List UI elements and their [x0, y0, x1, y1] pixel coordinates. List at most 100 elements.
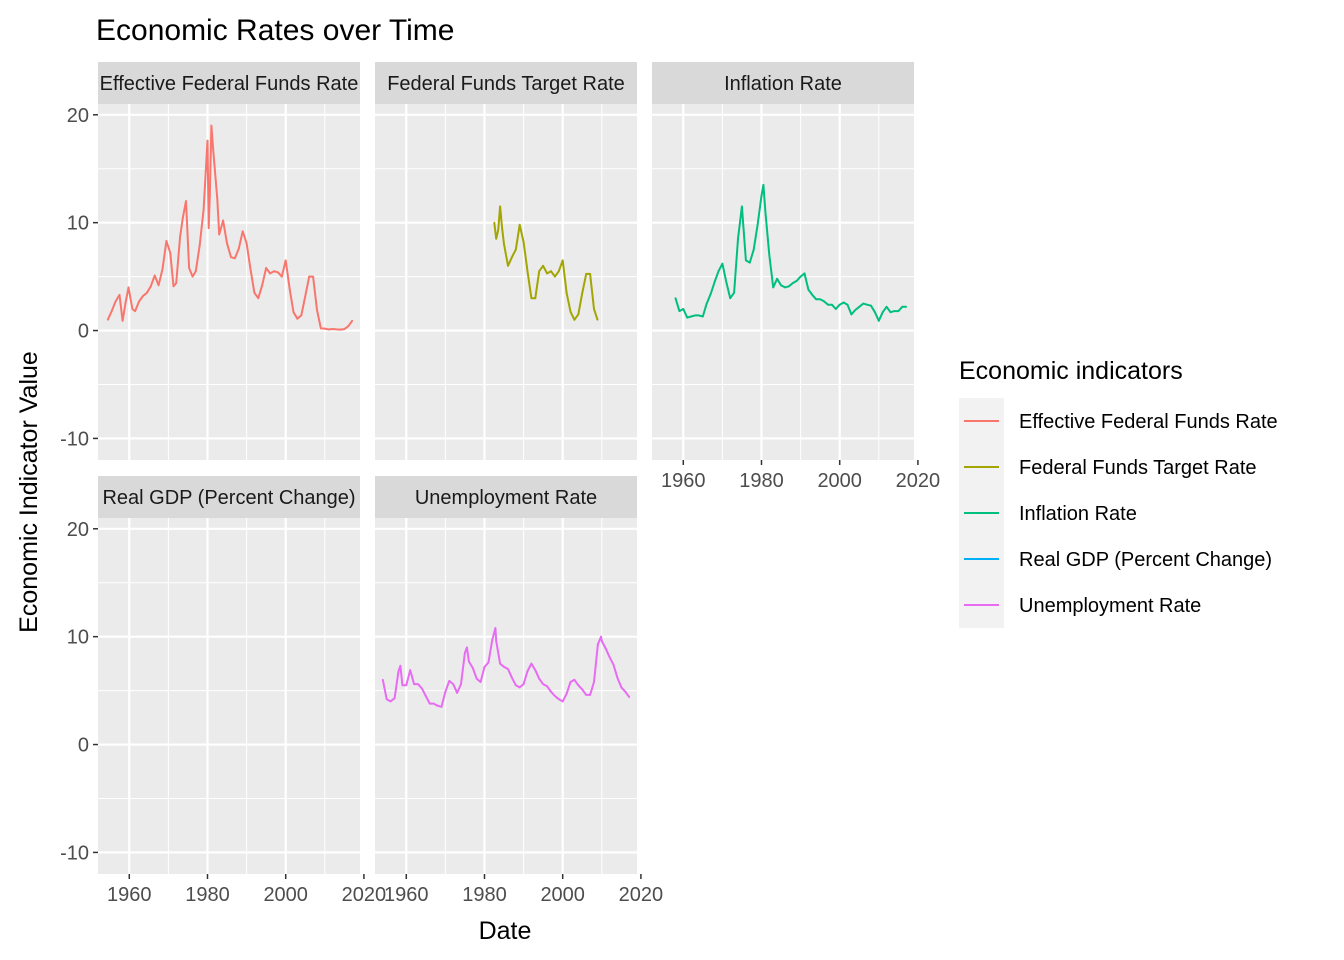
data-point	[110, 310, 113, 312]
legend-item: Real GDP (Percent Change)	[959, 536, 1272, 582]
data-point	[257, 297, 260, 300]
panel: Effective Federal Funds Rate -10 0 10 20	[60, 62, 360, 460]
data-point	[834, 308, 837, 310]
data-point	[569, 310, 572, 313]
data-point	[581, 688, 584, 691]
panel-background	[98, 518, 360, 874]
data-point	[339, 328, 342, 331]
data-point	[138, 300, 141, 303]
data-point	[776, 277, 778, 280]
data-point	[593, 681, 595, 683]
data-point	[573, 318, 576, 321]
data-point	[569, 681, 572, 683]
data-point	[460, 683, 462, 685]
legend-label: Real GDP (Percent Change)	[1019, 549, 1272, 571]
data-point	[499, 662, 501, 665]
data-point	[701, 315, 704, 318]
data-point	[795, 280, 798, 282]
data-point	[874, 311, 876, 314]
data-point	[565, 692, 568, 695]
y-tick-label: -10	[60, 428, 89, 450]
data-point	[811, 294, 814, 296]
data-point	[118, 294, 121, 296]
data-point	[269, 272, 271, 275]
data-point	[479, 681, 482, 683]
data-point	[185, 200, 187, 203]
data-point	[850, 313, 853, 316]
data-point	[202, 208, 205, 211]
data-point	[889, 311, 892, 314]
data-point	[127, 286, 130, 289]
data-point	[323, 327, 326, 330]
data-point	[698, 314, 700, 317]
data-point	[854, 309, 857, 311]
data-point	[608, 656, 611, 659]
data-point	[261, 284, 264, 287]
data-point	[106, 318, 109, 321]
legend-label: Federal Funds Target Rate	[1019, 457, 1257, 479]
data-point	[351, 319, 354, 322]
data-point	[335, 328, 338, 331]
data-point	[737, 237, 739, 240]
data-point	[249, 268, 252, 270]
data-point	[417, 683, 419, 685]
data-point	[405, 684, 408, 687]
data-point	[565, 291, 568, 294]
data-point	[265, 267, 267, 269]
y-tick-label: 10	[67, 627, 89, 649]
legend-items: Effective Federal Funds Rate Federal Fund…	[959, 398, 1278, 628]
data-point	[522, 241, 525, 244]
x-tick-label: 1980	[739, 470, 784, 492]
data-point	[550, 690, 552, 693]
facet-label: Federal Funds Target Rate	[387, 73, 625, 95]
data-point	[292, 311, 295, 314]
data-point	[729, 297, 732, 300]
facet-label: Effective Federal Funds Rate	[100, 73, 359, 95]
data-point	[182, 216, 184, 219]
facet-label: Inflation Rate	[724, 73, 842, 95]
data-point	[389, 700, 392, 703]
data-point	[858, 305, 861, 308]
legend: Economic indicators Effective Federal Fu…	[959, 357, 1278, 628]
facet-strip	[375, 476, 637, 518]
data-point	[331, 328, 334, 330]
data-point	[494, 627, 497, 629]
data-point	[198, 244, 201, 247]
data-point	[277, 271, 279, 274]
legend-item: Effective Federal Funds Rate	[959, 398, 1278, 444]
panel: Real GDP (Percent Change)1960 1980 2000 202…	[60, 476, 386, 906]
data-point	[114, 300, 117, 303]
data-point	[409, 669, 412, 671]
data-point	[772, 286, 775, 289]
data-point	[466, 646, 468, 649]
x-axis-title: Date	[479, 917, 532, 945]
data-point	[316, 309, 318, 311]
data-point	[741, 205, 743, 208]
legend-item: Federal Funds Target Rate	[959, 444, 1257, 490]
data-point	[721, 262, 724, 265]
data-point	[288, 287, 291, 290]
data-point	[823, 300, 825, 303]
data-point	[507, 264, 509, 267]
data-point	[428, 702, 431, 705]
data-point	[600, 635, 602, 638]
data-point	[280, 275, 283, 278]
data-point	[157, 284, 160, 287]
y-tick-label: 0	[78, 321, 89, 343]
data-point	[253, 291, 256, 294]
data-point	[616, 676, 619, 679]
data-point	[557, 698, 560, 701]
data-point	[803, 272, 806, 275]
data-point	[511, 676, 513, 679]
legend-label: Unemployment Rate	[1019, 595, 1201, 617]
data-point	[577, 684, 580, 687]
x-tick-label: 1980	[185, 884, 230, 906]
data-point	[124, 302, 127, 305]
data-point	[230, 256, 232, 259]
data-point	[745, 259, 747, 262]
data-point	[522, 683, 525, 685]
data-point	[320, 327, 322, 330]
data-point	[165, 240, 168, 242]
data-point	[597, 643, 599, 646]
data-point	[483, 666, 486, 668]
